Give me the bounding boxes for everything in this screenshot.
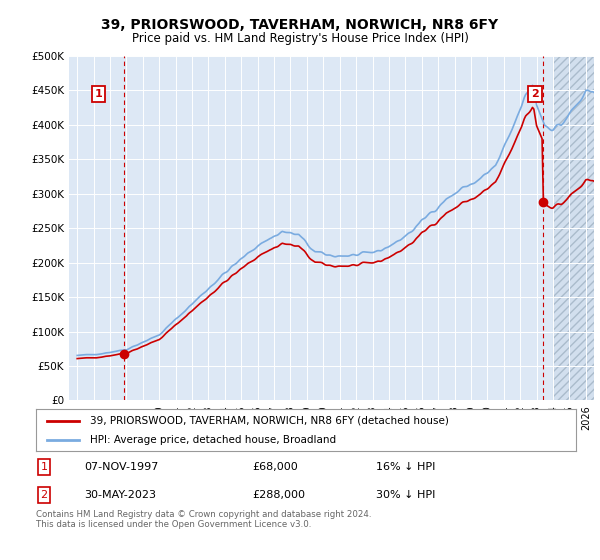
Text: 1: 1 bbox=[41, 462, 47, 472]
Text: £288,000: £288,000 bbox=[252, 490, 305, 500]
Text: 2: 2 bbox=[531, 89, 539, 99]
Text: Contains HM Land Registry data © Crown copyright and database right 2024.
This d: Contains HM Land Registry data © Crown c… bbox=[36, 510, 371, 529]
Bar bbox=[553, 56, 594, 400]
Text: £68,000: £68,000 bbox=[252, 462, 298, 472]
Text: HPI: Average price, detached house, Broadland: HPI: Average price, detached house, Broa… bbox=[90, 435, 336, 445]
Text: 1: 1 bbox=[95, 89, 103, 99]
Text: 2: 2 bbox=[41, 490, 47, 500]
Text: 39, PRIORSWOOD, TAVERHAM, NORWICH, NR8 6FY (detached house): 39, PRIORSWOOD, TAVERHAM, NORWICH, NR8 6… bbox=[90, 416, 449, 426]
Text: 30-MAY-2023: 30-MAY-2023 bbox=[85, 490, 157, 500]
Text: 07-NOV-1997: 07-NOV-1997 bbox=[85, 462, 159, 472]
Bar bbox=[553, 56, 594, 400]
Text: Price paid vs. HM Land Registry's House Price Index (HPI): Price paid vs. HM Land Registry's House … bbox=[131, 32, 469, 45]
Text: 39, PRIORSWOOD, TAVERHAM, NORWICH, NR8 6FY: 39, PRIORSWOOD, TAVERHAM, NORWICH, NR8 6… bbox=[101, 18, 499, 32]
Text: 30% ↓ HPI: 30% ↓ HPI bbox=[376, 490, 436, 500]
Text: 16% ↓ HPI: 16% ↓ HPI bbox=[376, 462, 436, 472]
